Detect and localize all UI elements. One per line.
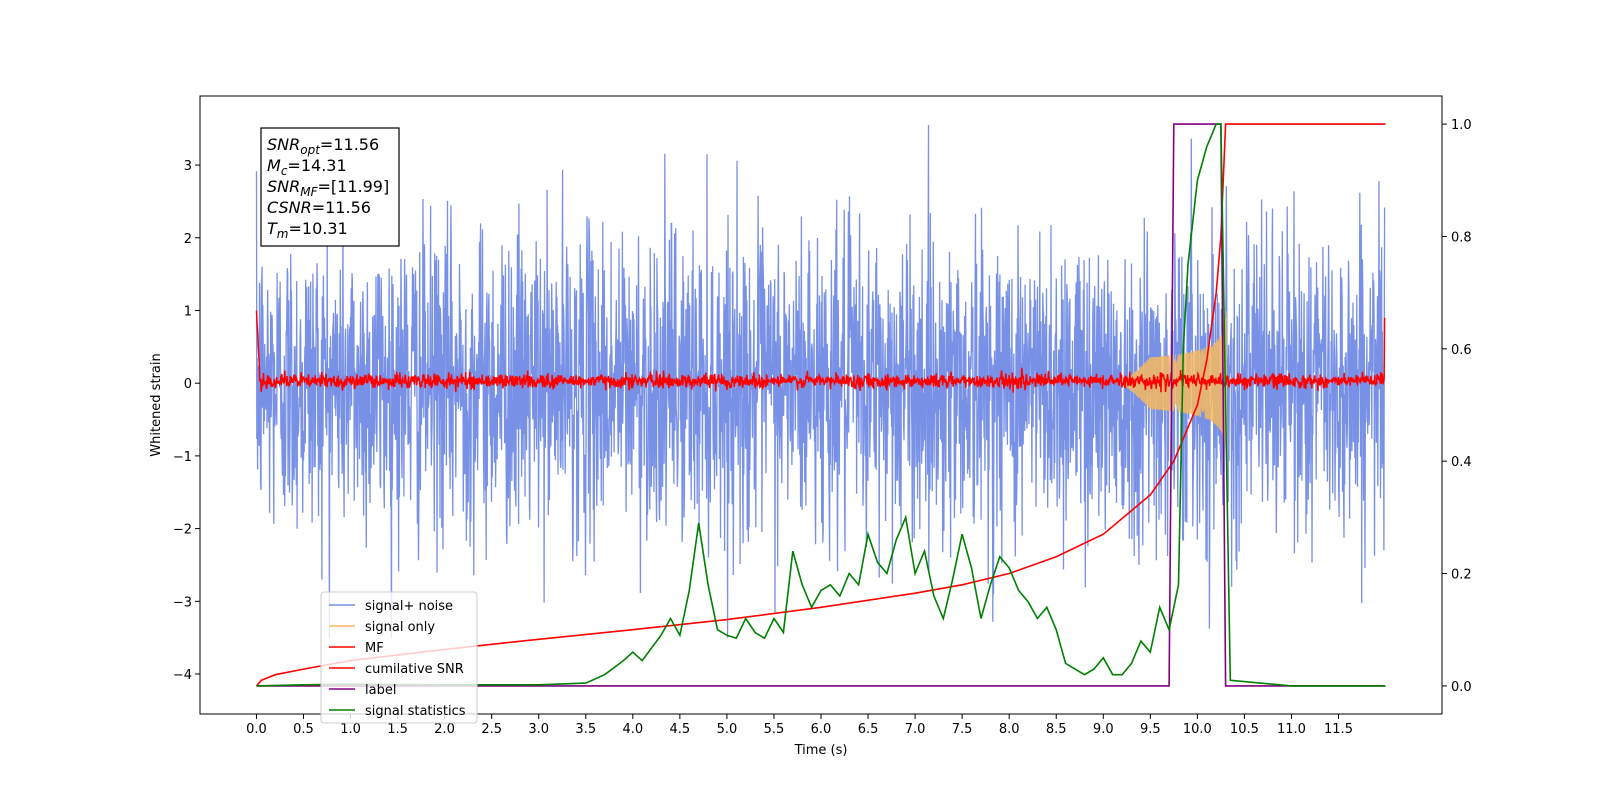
y-tick-label: −4	[173, 668, 192, 683]
x-tick-label: 5.0	[717, 722, 738, 737]
annotation-line: Tm=10.31	[267, 219, 348, 241]
x-tick-label: 2.5	[481, 722, 502, 737]
y-axis-label: Whitened strain	[149, 353, 164, 456]
x-tick-label: 4.0	[622, 722, 643, 737]
x-tick-label: 1.5	[387, 722, 408, 737]
y2-tick-label: 0.4	[1451, 455, 1472, 470]
y-tick-label: 3	[184, 159, 192, 174]
legend-label: signal only	[365, 620, 435, 635]
legend-label: cumilative SNR	[365, 662, 464, 677]
x-tick-label: 6.5	[858, 722, 879, 737]
annotation-line: CSNR=11.56	[267, 198, 371, 217]
x-tick-label: 6.0	[811, 722, 832, 737]
x-tick-label: 10.5	[1230, 722, 1259, 737]
y-tick-label: −2	[173, 523, 192, 538]
y-tick-label: 0	[184, 377, 192, 392]
annotation-frame	[260, 127, 400, 247]
x-tick-label: 7.5	[952, 722, 973, 737]
x-tick-label: 1.0	[340, 722, 361, 737]
y2-tick-label: 0.0	[1451, 680, 1472, 695]
x-tick-label: 0.0	[246, 722, 267, 737]
y-tick-label: −1	[173, 450, 192, 465]
x-tick-label: 9.0	[1093, 722, 1114, 737]
x-tick-label: 11.5	[1324, 722, 1353, 737]
annotation-box: SNRopt=11.56Mc=14.31SNRMF=[11.99]CSNR=11…	[260, 127, 400, 247]
x-tick-label: 3.0	[528, 722, 549, 737]
annotation-line: SNRMF=[11.99]	[267, 177, 389, 199]
legend: signal+ noise signal only MF cumilative SNR…	[320, 591, 478, 724]
x-tick-label: 0.5	[293, 722, 314, 737]
x-axis-label: Time (s)	[794, 743, 848, 758]
y2-tick-label: 0.6	[1451, 343, 1472, 358]
legend-frame	[320, 591, 478, 724]
x-tick-label: 2.0	[434, 722, 455, 737]
axes: 0.0 0.5 1.0 1.5 2.0 2.5 3.0 3.5 4.0 4.5 5.0 5.5 6.0 6…	[173, 118, 1472, 737]
y-tick-label: 1	[184, 304, 192, 319]
x-tick-label: 8.5	[1046, 722, 1067, 737]
series-label	[256, 123, 1386, 687]
annotation-line: SNRopt=11.56	[267, 135, 379, 157]
y-tick-label: 2	[184, 232, 192, 247]
y2-tick-label: 0.8	[1451, 230, 1472, 245]
series-signal-statistics	[256, 123, 1386, 687]
x-tick-label: 7.0	[905, 722, 926, 737]
x-tick-label: 8.0	[999, 722, 1020, 737]
series-mf	[255, 310, 1386, 393]
x-tick-label: 3.5	[575, 722, 596, 737]
annotation-line: Mc=14.31	[267, 156, 347, 178]
y2-tick-label: 0.2	[1451, 568, 1472, 583]
legend-label: signal statistics	[365, 704, 466, 719]
x-tick-label: 11.0	[1277, 722, 1306, 737]
legend-label: MF	[365, 641, 384, 656]
x-tick-label: 10.0	[1183, 722, 1212, 737]
legend-label: label	[365, 683, 396, 698]
legend-label: signal+ noise	[365, 599, 453, 614]
x-tick-label: 4.5	[670, 722, 691, 737]
x-tick-label: 9.5	[1140, 722, 1161, 737]
series-signal-only	[1121, 310, 1227, 449]
x-tick-label: 5.5	[764, 722, 785, 737]
y-tick-label: −3	[173, 595, 192, 610]
y2-tick-label: 1.0	[1451, 118, 1472, 133]
